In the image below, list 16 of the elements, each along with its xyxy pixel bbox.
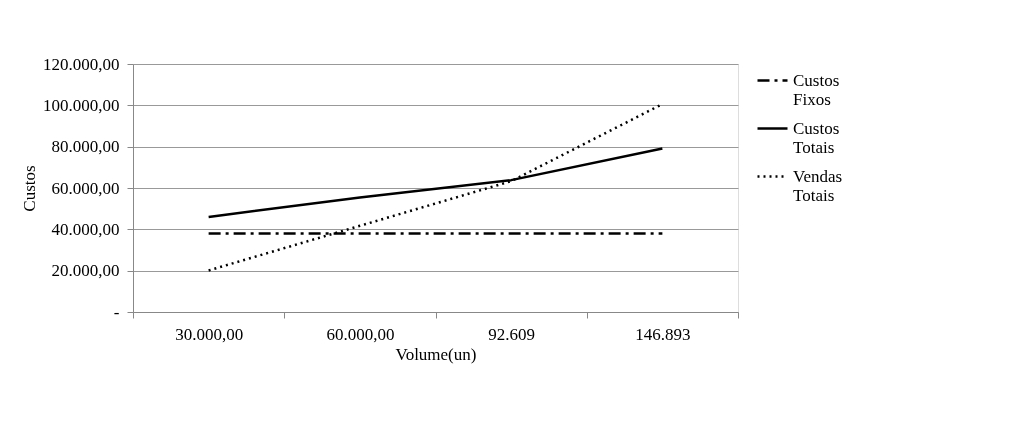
x-tick-label: 60.000,00 [326,324,395,344]
y-tick-label: 80.000,00 [51,137,120,157]
x-axis-title: Volume(un) [395,344,477,364]
legend-label: Custos Totais [793,118,840,157]
x-tick-label: 146.893 [635,324,691,344]
y-tick-label: 120.000,00 [43,54,120,74]
x-tick-label: 92.609 [488,324,535,344]
y-tick-label: 100.000,00 [43,95,120,115]
y-tick-label: 60.000,00 [51,178,120,198]
y-tick-label: 20.000,00 [51,261,120,281]
x-tick-label: 30.000,00 [175,324,244,344]
legend-label: Custos Fixos [793,70,840,109]
y-tick-label: 40.000,00 [51,219,120,239]
y-axis-title: Custos [20,165,39,212]
legend-label: Vendas Totais [793,166,843,205]
y-tick-label: - [113,302,120,322]
